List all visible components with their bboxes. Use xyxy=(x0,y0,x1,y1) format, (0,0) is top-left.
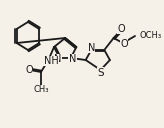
Text: O: O xyxy=(120,39,128,49)
Text: N: N xyxy=(69,54,76,64)
Text: O: O xyxy=(25,65,33,75)
Text: N: N xyxy=(88,43,95,53)
Text: NH: NH xyxy=(44,56,59,66)
Text: CH₃: CH₃ xyxy=(33,86,49,94)
Text: N: N xyxy=(54,54,62,64)
Text: S: S xyxy=(97,68,104,78)
Text: OCH₃: OCH₃ xyxy=(140,31,162,40)
Text: O: O xyxy=(117,24,125,34)
